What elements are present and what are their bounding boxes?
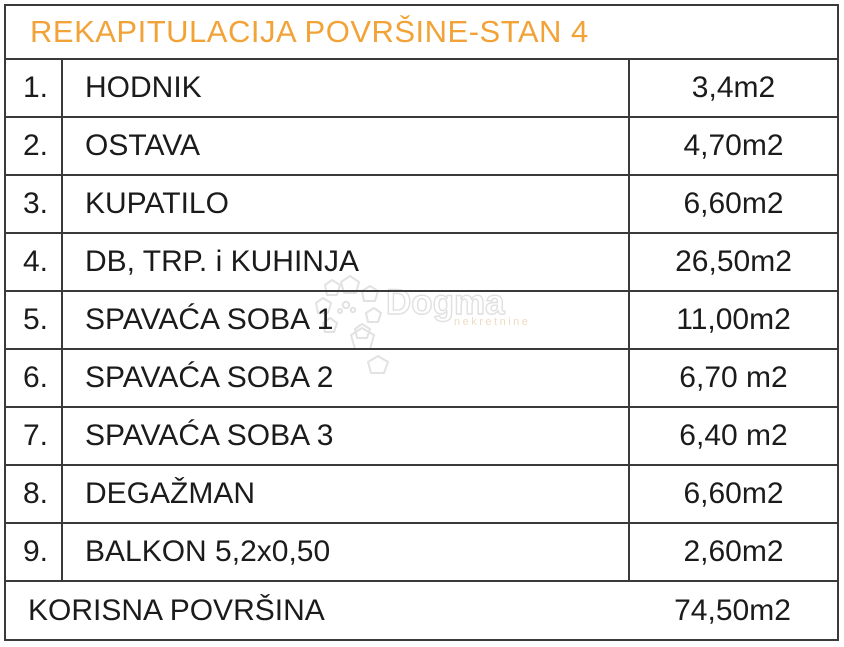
room-area: 6,60m2 <box>628 174 839 234</box>
total-row: KORISNA POVRŠINA 74,50m2 <box>4 580 839 641</box>
room-name: BALKON 5,2x0,50 <box>61 522 630 582</box>
area-recap-table: REKAPITULACIJA POVRŠINE-STAN 4 1. HODNIK… <box>4 4 839 641</box>
row-number: 7. <box>4 406 63 466</box>
room-area: 26,50m2 <box>628 232 839 292</box>
room-name: KUPATILO <box>61 174 630 234</box>
room-area: 4,70m2 <box>628 116 839 176</box>
table-row-5: 5. SPAVAĆA SOBA 1 11,00m2 <box>4 290 839 350</box>
row-number: 8. <box>4 464 63 524</box>
room-area: 6,70 m2 <box>628 348 839 408</box>
row-number: 5. <box>4 290 63 350</box>
table-row-3: 3. KUPATILO 6,60m2 <box>4 174 839 234</box>
room-area: 11,00m2 <box>628 290 839 350</box>
room-area: 2,60m2 <box>628 522 839 582</box>
table-row-9: 9. BALKON 5,2x0,50 2,60m2 <box>4 522 839 582</box>
table-row-1: 1. HODNIK 3,4m2 <box>4 58 839 118</box>
room-name: HODNIK <box>61 58 630 118</box>
title-row: REKAPITULACIJA POVRŠINE-STAN 4 <box>4 4 839 60</box>
room-name: SPAVAĆA SOBA 3 <box>61 406 630 466</box>
table-row-4: 4. DB, TRP. i KUHINJA 26,50m2 <box>4 232 839 292</box>
room-area: 3,4m2 <box>628 58 839 118</box>
total-label: KORISNA POVRŠINA <box>28 593 325 627</box>
table-row-7: 7. SPAVAĆA SOBA 3 6,40 m2 <box>4 406 839 466</box>
room-name: SPAVAĆA SOBA 2 <box>61 348 630 408</box>
page-title: REKAPITULACIJA POVRŠINE-STAN 4 <box>4 4 839 60</box>
total-value: 74,50m2 <box>674 593 791 627</box>
table-row-6: 6. SPAVAĆA SOBA 2 6,70 m2 <box>4 348 839 408</box>
room-area: 6,40 m2 <box>628 406 839 466</box>
row-number: 3. <box>4 174 63 234</box>
room-name: OSTAVA <box>61 116 630 176</box>
row-number: 9. <box>4 522 63 582</box>
row-number: 1. <box>4 58 63 118</box>
room-name: DEGAŽMAN <box>61 464 630 524</box>
table-row-8: 8. DEGAŽMAN 6,60m2 <box>4 464 839 524</box>
row-number: 6. <box>4 348 63 408</box>
row-number: 2. <box>4 116 63 176</box>
room-name: DB, TRP. i KUHINJA <box>61 232 630 292</box>
room-area: 6,60m2 <box>628 464 839 524</box>
table-row-2: 2. OSTAVA 4,70m2 <box>4 116 839 176</box>
room-name: SPAVAĆA SOBA 1 <box>61 290 630 350</box>
row-number: 4. <box>4 232 63 292</box>
